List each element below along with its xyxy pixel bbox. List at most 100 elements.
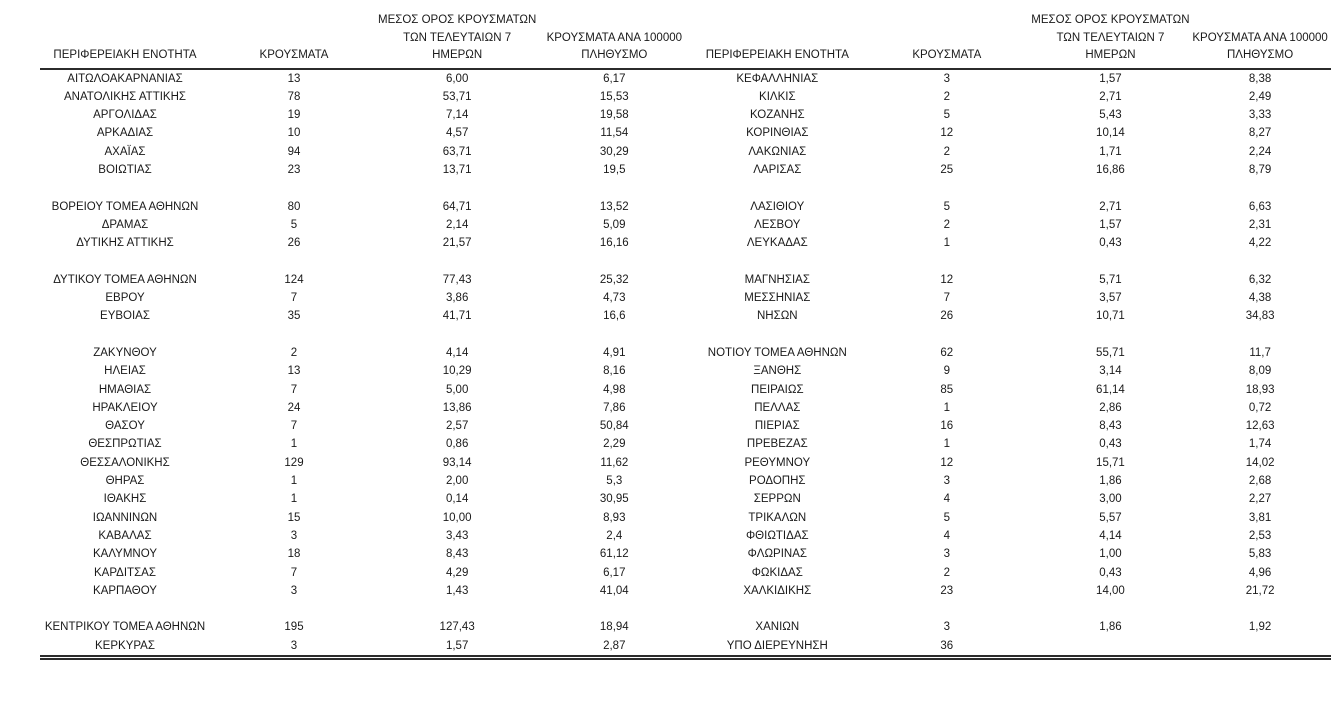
cases-cell: 2 [943, 90, 950, 103]
region-cell: ΔΡΑΜΑΣ [101, 218, 149, 231]
per100k-cell: 2,4 [606, 529, 623, 542]
avg7-cell: 0,14 [445, 493, 469, 506]
avg7-cell: 0,43 [1099, 237, 1122, 250]
per100k-cell: 8,16 [603, 365, 626, 378]
cases-cell: 13 [287, 72, 301, 85]
header-region-left: ΠΕΡΙΦΕΡΕΙΑΚΗ ΕΝΟΤΗΤΑ [40, 12, 210, 70]
table-row: ΗΡΑΚΛΕΙΟΥ 24 13,86 7,86 ΠΕΛΛΑΣ 1 2,86 0,72 [40, 399, 1331, 417]
region-cell: ΚΕΡΚΥΡΑΣ [40, 636, 210, 660]
region-cell: ΖΑΚΥΝΘΟΥ [93, 346, 157, 359]
region-cell: ΕΒΡΟΥ [105, 292, 145, 305]
avg7-cell: 10,00 [442, 511, 472, 524]
table-row: ΚΑΛΥΜΝΟΥ 18 8,43 61,12 ΦΛΩΡΙΝΑΣ 3 1,00 5,83 [40, 545, 1331, 563]
per100k-cell: 4,91 [603, 346, 626, 359]
avg7-cell: 2,57 [445, 420, 469, 433]
per100k-cell: 8,79 [1248, 163, 1272, 176]
header-avg7-left: ΜΕΣΟΣ ΟΡΟΣ ΚΡΟΥΣΜΑΤΩΝ ΤΩΝ ΤΕΛΕΥΤΑΙΩΝ 7 Η… [378, 12, 537, 70]
cases-cell: 85 [940, 383, 954, 396]
table-row: ΘΕΣΠΡΩΤΙΑΣ 1 0,86 2,29 ΠΡΕΒΕΖΑΣ 1 0,43 1,74 [40, 435, 1331, 453]
per100k-cell: 6,32 [1248, 273, 1272, 286]
header-region-right: ΠΕΡΙΦΕΡΕΙΑΚΗ ΕΝΟΤΗΤΑ [692, 12, 863, 70]
cases-cell: 16 [940, 420, 954, 433]
table-header: ΠΕΡΙΦΕΡΕΙΑΚΗ ΕΝΟΤΗΤΑ ΚΡΟΥΣΜΑΤΑ ΜΕΣΟΣ ΟΡΟ… [40, 12, 1331, 70]
region-cell: ΡΕΘΥΜΝΟΥ [744, 456, 811, 469]
region-cell: ΦΩΚΙΔΑΣ [751, 566, 803, 579]
spacer-cell [40, 252, 1331, 270]
per100k-cell: 19,58 [599, 109, 629, 122]
header-line: ΠΕΡΙΦΕΡΕΙΑΚΗ ΕΝΟΤΗΤΑ [53, 49, 197, 61]
per100k-cell: 2,53 [1248, 529, 1272, 542]
region-cell: ΜΕΣΣΗΝΙΑΣ [744, 292, 811, 305]
table-row: ΚΑΡΠΑΘΟΥ 3 1,43 41,04 ΧΑΛΚΙΔΙΚΗΣ 23 14,00 21,72 [40, 582, 1331, 600]
avg7-cell: 1,57 [1099, 218, 1122, 231]
per100k-cell: 0,72 [1248, 401, 1272, 414]
region-cell: ΥΠΟ ΔΙΕΡΕΥΝΗΣΗ [692, 636, 863, 660]
cases-cell: 12 [940, 127, 954, 140]
cases-cell: 4 [943, 493, 950, 506]
avg7-cell: 16,86 [1096, 163, 1125, 176]
per100k-cell: 2,27 [1248, 493, 1272, 506]
table-row: ΔΡΑΜΑΣ 5 2,14 5,09 ΛΕΣΒΟΥ 2 1,57 2,31 [40, 216, 1331, 234]
region-cell: ΧΑΛΚΙΔΙΚΗΣ [743, 584, 812, 597]
cases-cell: 94 [287, 145, 301, 158]
per100k-cell: 11,54 [600, 127, 629, 140]
cases-cell: 2 [943, 218, 950, 231]
per100k-cell: 2,29 [603, 438, 626, 451]
header-line: ΚΡΟΥΣΜΑΤΑ ΑΝΑ 100000 [1192, 31, 1328, 44]
header-line: ΠΕΡΙΦΕΡΕΙΑΚΗ ΕΝΟΤΗΤΑ [705, 49, 849, 61]
cases-cell: 5 [943, 511, 950, 524]
region-cell: ΚΑΡΔΙΤΣΑΣ [94, 566, 156, 579]
avg7-cell: 2,14 [445, 218, 469, 231]
cases-cell: 7 [290, 292, 298, 305]
avg7-cell: 6,00 [445, 72, 469, 85]
region-cell: ΡΟΔΟΠΗΣ [749, 475, 806, 488]
table-row: ΘΗΡΑΣ 1 2,00 5,3 ΡΟΔΟΠΗΣ 3 1,86 2,68 [40, 472, 1331, 490]
per100k-cell: 3,33 [1248, 109, 1272, 122]
table-row: ΙΘΑΚΗΣ 1 0,14 30,95 ΣΕΡΡΩΝ 4 3,00 2,27 [40, 490, 1331, 508]
avg7-cell: 55,71 [1096, 346, 1125, 359]
per100k-cell: 4,98 [603, 383, 626, 396]
avg7-cell: 13,86 [442, 401, 472, 414]
per100k-cell: 13,52 [599, 200, 629, 213]
cases-cell: 3 [210, 636, 378, 660]
header-line: ΜΕΣΟΣ ΟΡΟΣ ΚΡΟΥΣΜΑΤΩΝ [1031, 14, 1190, 26]
avg7-cell: 4,14 [445, 346, 469, 359]
cases-cell: 1 [290, 438, 298, 451]
per100k-cell: 2,49 [1248, 90, 1272, 103]
cases-cell: 5 [290, 218, 298, 231]
per100k-cell: 18,93 [1245, 383, 1275, 396]
avg7-cell: 3,14 [1099, 365, 1122, 378]
region-cell: ΑΡΓΟΛΙΔΑΣ [93, 109, 157, 122]
cases-cell: 23 [287, 163, 301, 176]
cases-cell: 1 [943, 237, 950, 250]
region-cell: ΒΟΙΩΤΙΑΣ [98, 163, 152, 176]
avg7-cell: 13,71 [442, 163, 472, 176]
avg7-cell: 64,71 [442, 200, 472, 213]
cases-cell: 26 [940, 310, 954, 323]
table-row: ΚΑΒΑΛΑΣ 3 3,43 2,4 ΦΘΙΩΤΙΔΑΣ 4 4,14 2,53 [40, 527, 1331, 545]
spacer-cell [40, 179, 1331, 197]
per100k-cell: 1,92 [1248, 621, 1272, 634]
cases-cell: 80 [287, 200, 301, 213]
region-cell: ΚΑΒΑΛΑΣ [98, 529, 152, 542]
avg7-cell: 21,57 [442, 237, 472, 250]
avg7-cell: 10,71 [1096, 310, 1125, 323]
header-avg7-right: ΜΕΣΟΣ ΟΡΟΣ ΚΡΟΥΣΜΑΤΩΝ ΤΩΝ ΤΕΛΕΥΤΑΙΩΝ 7 Η… [1031, 12, 1190, 70]
cases-cell: 124 [284, 273, 304, 286]
avg7-cell: 2,71 [1099, 90, 1122, 103]
avg7-cell: 4,57 [445, 127, 469, 140]
per100k-cell [1189, 636, 1331, 660]
avg7-cell: 3,00 [1099, 493, 1122, 506]
region-cell: ΔΥΤΙΚΟΥ ΤΟΜΕΑ ΑΘΗΝΩΝ [53, 273, 197, 286]
cases-cell: 3 [290, 584, 298, 597]
avg7-cell: 3,43 [445, 529, 469, 542]
region-cell: ΚΟΖΑΝΗΣ [749, 109, 805, 122]
avg7-cell: 0,86 [445, 438, 469, 451]
cases-cell: 13 [287, 365, 301, 378]
per100k-cell: 12,63 [1245, 420, 1275, 433]
region-cell: ΚΕΦΑΛΛΗΝΙΑΣ [736, 72, 819, 85]
region-cell: ΜΑΓΝΗΣΙΑΣ [744, 273, 810, 286]
header-per100k-left: ΚΡΟΥΣΜΑΤΑ ΑΝΑ 100000 ΠΛΗΘΥΣΜΟ [536, 12, 693, 70]
cases-cell: 3 [943, 72, 950, 85]
per100k-cell: 11,62 [600, 456, 629, 469]
